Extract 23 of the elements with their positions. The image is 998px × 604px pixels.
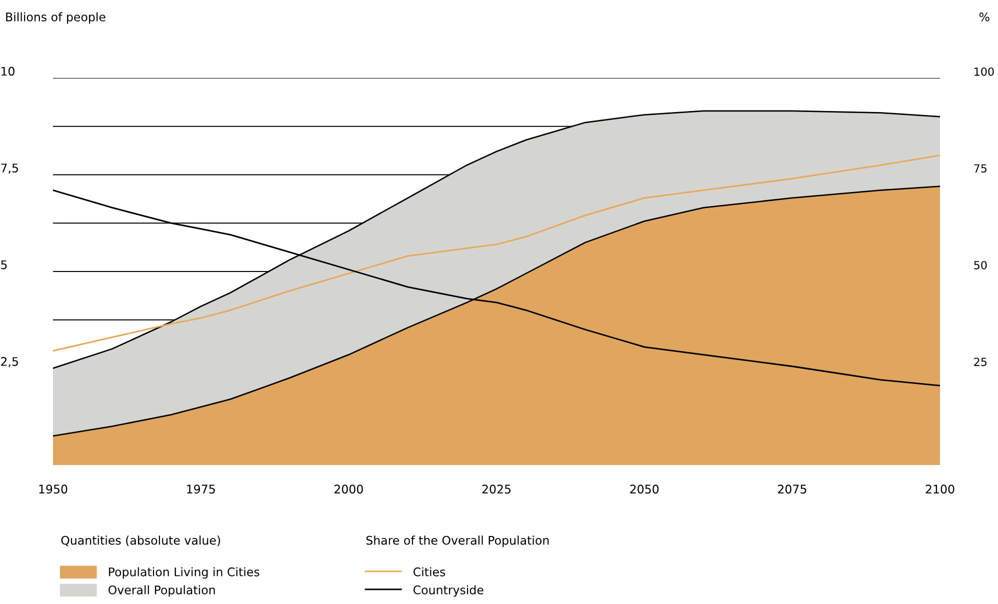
legend-label: Population Living in Cities: [109, 567, 260, 579]
legend-label: Countryside: [414, 585, 484, 597]
y-tick-label: 10: [2, 66, 14, 76]
y-axis-title: Billions of people: [6, 12, 106, 24]
y-tick-label: 2,5: [1, 357, 18, 368]
y2-axis-title: %: [979, 12, 990, 22]
x-tick-label: 2050: [630, 484, 659, 494]
y2-tick-label: 25: [974, 358, 986, 366]
x-tick-label: 1950: [39, 484, 68, 494]
legend-label: Cities: [414, 567, 446, 576]
y-tick-label: 5: [1, 260, 7, 270]
y-tick-label: 7,5: [1, 164, 18, 174]
x-tick-label: 2075: [778, 484, 806, 494]
legend-label: Overall Population: [108, 585, 215, 597]
text: Quantities (absolute value): [61, 536, 220, 546]
x-tick-label: 1975: [187, 484, 215, 494]
text: Share of the Overall Population: [366, 536, 549, 548]
x-tick-label: 2000: [334, 484, 363, 494]
x-tick-label: 2100: [926, 484, 954, 494]
y2-tick-label: 50: [974, 260, 987, 270]
y2-tick-label: 100: [974, 67, 994, 76]
x-tick-label: 2025: [482, 484, 510, 494]
y2-tick-label: 75: [974, 164, 986, 173]
